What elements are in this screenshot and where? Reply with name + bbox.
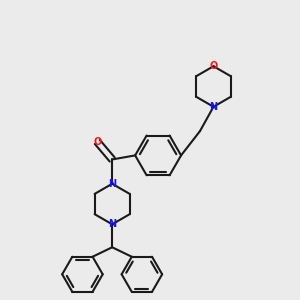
Text: O: O <box>209 61 217 71</box>
Text: N: N <box>209 102 217 112</box>
Text: O: O <box>93 137 101 147</box>
Text: N: N <box>108 179 116 189</box>
Text: N: N <box>108 219 116 229</box>
